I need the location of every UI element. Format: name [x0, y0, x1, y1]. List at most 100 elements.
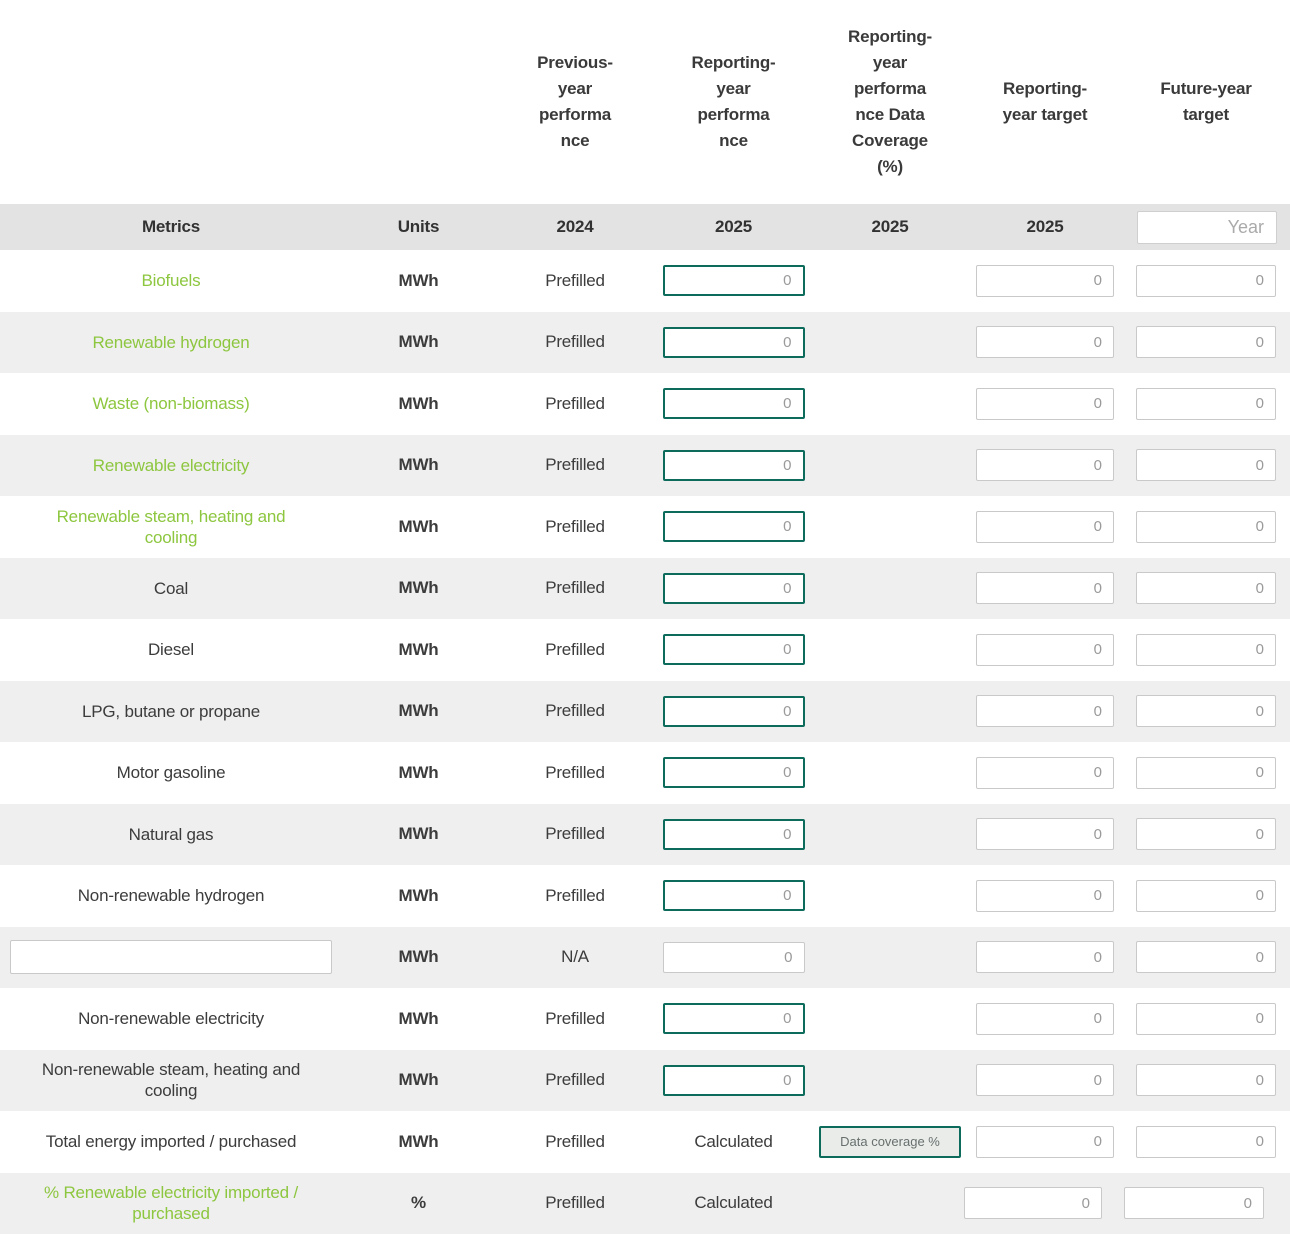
coverage-year-label: 2025 [871, 217, 909, 236]
future-target-cell [1122, 695, 1290, 728]
reporting-target-input[interactable] [976, 756, 1114, 789]
reporting-target-input[interactable] [976, 326, 1114, 359]
reporting-target-input[interactable] [976, 510, 1114, 543]
reporting-performance-calculated: Calculated [694, 1131, 773, 1151]
reporting-performance-input[interactable] [662, 695, 805, 727]
future-target-input[interactable] [1136, 879, 1276, 912]
metric-label: % Renewable electricity imported / purch… [44, 1183, 298, 1224]
reporting-performance-input[interactable] [662, 818, 805, 850]
reporting-performance-input[interactable] [662, 941, 805, 973]
previous-year-value: Prefilled [545, 332, 605, 352]
table-row: Renewable hydrogen MWh Prefilled [0, 311, 1290, 373]
future-target-input[interactable] [1136, 510, 1276, 543]
metric-cell: Waste (non-biomass) [0, 393, 342, 414]
metric-label: Renewable steam, heating and cooling [56, 506, 286, 547]
reporting-performance-input[interactable] [662, 634, 805, 666]
metrics-column-label: Metrics [141, 217, 201, 236]
reporting-target-cell [968, 695, 1122, 728]
previous-year-value: Prefilled [545, 393, 605, 413]
table-row: MWh N/A [0, 926, 1290, 988]
future-target-cell [1122, 1064, 1290, 1097]
table-subheader-row: Metrics Units 2024 2025 2025 2025 [0, 204, 1290, 250]
future-target-input[interactable] [1136, 818, 1276, 851]
reporting-target-input[interactable] [976, 572, 1114, 605]
reporting-performance-input[interactable] [662, 511, 805, 543]
reporting-target-cell [968, 941, 1122, 974]
future-target-input[interactable] [1136, 756, 1276, 789]
metric-label: Renewable hydrogen [92, 332, 250, 352]
reporting-performance-input[interactable] [662, 1064, 805, 1096]
previous-year-value: Prefilled [545, 762, 605, 782]
metric-label: Natural gas [128, 824, 214, 844]
col-header-future-year-target: Future-year target [1160, 79, 1252, 124]
future-target-input[interactable] [1136, 387, 1276, 420]
previous-year-value: Prefilled [545, 885, 605, 905]
reporting-target-cell [968, 879, 1122, 912]
custom-metric-input[interactable] [10, 940, 332, 975]
reporting-target-input[interactable] [976, 1064, 1114, 1097]
reporting-performance-input[interactable] [662, 326, 805, 358]
future-target-input[interactable] [1136, 264, 1276, 297]
reporting-performance-input[interactable] [662, 880, 805, 912]
reporting-performance-input[interactable] [662, 449, 805, 481]
units-value: MWh [398, 270, 439, 290]
future-target-input[interactable] [1136, 633, 1276, 666]
previous-year-value: Prefilled [545, 578, 605, 598]
metric-label: Coal [153, 578, 189, 598]
reporting-performance-calculated: Calculated [694, 1193, 773, 1213]
future-target-input[interactable] [1124, 1187, 1264, 1220]
units-value: MWh [398, 578, 439, 598]
reporting-target-input[interactable] [976, 818, 1114, 851]
reporting-performance-input[interactable] [662, 572, 805, 604]
future-target-input[interactable] [1136, 941, 1276, 974]
future-target-input[interactable] [1136, 449, 1276, 482]
data-coverage-button[interactable]: Data coverage % [819, 1125, 961, 1158]
table-row: Renewable electricity MWh Prefilled [0, 434, 1290, 496]
target-year-label: 2025 [1026, 217, 1064, 236]
reporting-performance-input[interactable] [662, 757, 805, 789]
table-row: Biofuels MWh Prefilled [0, 250, 1290, 312]
reporting-target-cell [968, 756, 1122, 789]
metric-label: Non-renewable hydrogen [77, 886, 265, 906]
future-target-cell [1122, 1125, 1290, 1158]
reporting-target-input[interactable] [976, 449, 1114, 482]
reporting-target-input[interactable] [976, 695, 1114, 728]
metric-cell: Total energy imported / purchased [0, 1131, 342, 1152]
future-target-input[interactable] [1136, 326, 1276, 359]
reporting-target-input[interactable] [976, 879, 1114, 912]
table-row: Total energy imported / purchased MWh Pr… [0, 1111, 1290, 1173]
reporting-target-input[interactable] [976, 387, 1114, 420]
reporting-target-cell [968, 1064, 1122, 1097]
metric-label: Total energy imported / purchased [45, 1132, 297, 1152]
units-value: MWh [398, 701, 439, 721]
metric-cell: Biofuels [0, 270, 342, 291]
future-target-input[interactable] [1136, 1125, 1276, 1158]
previous-year-value: Prefilled [545, 516, 605, 536]
future-target-input[interactable] [1136, 1002, 1276, 1035]
reporting-target-input[interactable] [976, 633, 1114, 666]
future-target-input[interactable] [1136, 695, 1276, 728]
future-target-cell [1122, 264, 1290, 297]
reporting-performance-input[interactable] [662, 388, 805, 420]
table-row: Coal MWh Prefilled [0, 557, 1290, 619]
reporting-performance-input[interactable] [662, 265, 805, 297]
future-target-cell [1122, 326, 1290, 359]
reporting-target-input[interactable] [976, 941, 1114, 974]
reporting-target-input[interactable] [976, 1125, 1114, 1158]
future-target-cell [1122, 879, 1290, 912]
reporting-target-input[interactable] [976, 1002, 1114, 1035]
reporting-target-input[interactable] [976, 264, 1114, 297]
reporting-target-input[interactable] [964, 1187, 1102, 1220]
future-target-cell [1122, 387, 1290, 420]
future-target-input[interactable] [1136, 1064, 1276, 1097]
reporting-performance-cell [655, 511, 812, 543]
future-target-input[interactable] [1136, 572, 1276, 605]
table-row: LPG, butane or propane MWh Prefilled [0, 680, 1290, 742]
previous-year-value: Prefilled [545, 1070, 605, 1090]
future-year-input[interactable] [1137, 210, 1277, 244]
reporting-performance-input[interactable] [662, 1003, 805, 1035]
units-value: MWh [398, 332, 439, 352]
reporting-performance-cell [655, 695, 812, 727]
future-year-cell [1137, 210, 1290, 244]
reporting-target-cell [968, 264, 1122, 297]
